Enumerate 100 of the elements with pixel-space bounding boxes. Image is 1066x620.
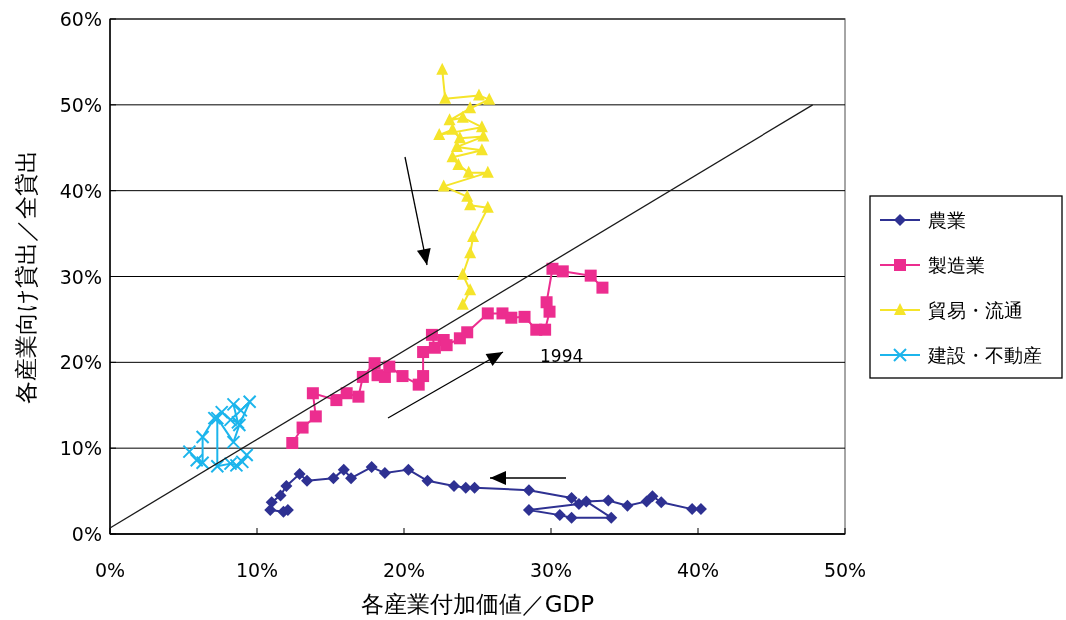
point [456, 297, 469, 310]
point [456, 110, 469, 123]
point [195, 430, 210, 445]
point [640, 495, 653, 508]
point [472, 88, 485, 101]
point [481, 165, 494, 178]
y-tick-label: 20% [59, 351, 102, 374]
point [280, 479, 293, 492]
point [223, 412, 238, 427]
point [461, 189, 474, 202]
point [505, 311, 518, 324]
point [378, 467, 391, 480]
y-tick-label: 40% [59, 179, 102, 202]
point [223, 456, 238, 471]
point [242, 394, 257, 409]
point [596, 281, 609, 294]
x-tick-label: 30% [529, 559, 573, 581]
point [345, 472, 358, 485]
point [572, 497, 585, 510]
point [565, 511, 578, 524]
point [464, 246, 477, 259]
point [621, 499, 634, 512]
point [239, 448, 254, 463]
point [214, 405, 229, 420]
point [293, 467, 306, 480]
point [522, 503, 535, 516]
legend-label: 製造業 [928, 254, 985, 276]
point [337, 463, 350, 476]
point [417, 346, 430, 359]
point [459, 481, 472, 494]
legend-label: 建設・不動産 [927, 344, 1042, 366]
x-tick-label: 20% [382, 559, 426, 581]
x-tick-label: 50% [823, 559, 867, 581]
point [330, 394, 343, 407]
y-tick-label: 10% [59, 437, 102, 460]
x-axis-title: 各産業付加価値／GDP [360, 591, 595, 617]
y-tick-label: 60% [59, 8, 102, 30]
point [235, 454, 250, 469]
point [274, 489, 287, 502]
point [402, 463, 415, 476]
point [540, 296, 553, 309]
point [475, 143, 488, 156]
point [452, 157, 465, 170]
point [433, 127, 446, 140]
point [365, 461, 378, 474]
point [440, 339, 453, 352]
point [226, 397, 241, 412]
legend-label: 農業 [928, 209, 966, 231]
point [475, 120, 488, 133]
point [565, 491, 578, 504]
point [462, 165, 475, 178]
x-tick-label: 40% [676, 559, 720, 581]
point [446, 150, 459, 163]
annotation: 1994 [540, 346, 584, 366]
y-tick-label: 0% [71, 523, 102, 545]
point [483, 92, 496, 105]
point [383, 360, 396, 373]
point [464, 101, 477, 114]
y-tick-label: 30% [59, 265, 102, 288]
point [421, 474, 434, 487]
y-axis-title: 各産業向け貸出／全貸出 [13, 149, 39, 404]
x-tick-label: 0% [94, 559, 126, 581]
point [439, 91, 452, 104]
point [539, 323, 552, 336]
point [195, 455, 210, 470]
point [417, 370, 430, 383]
point [553, 509, 566, 522]
point [309, 410, 322, 423]
point [481, 307, 494, 320]
point [443, 113, 456, 126]
point [300, 474, 313, 487]
point [605, 511, 618, 524]
point [602, 494, 615, 507]
point [556, 265, 569, 278]
point [447, 479, 460, 492]
x-tick-label: 10% [235, 559, 279, 581]
point [226, 435, 241, 450]
point [327, 472, 340, 485]
point [518, 310, 531, 323]
point [368, 357, 381, 370]
point [182, 444, 197, 459]
point [584, 269, 597, 282]
point [437, 179, 450, 192]
point [286, 437, 299, 450]
point [481, 200, 494, 213]
point [655, 496, 668, 509]
point [467, 230, 480, 243]
point [210, 459, 225, 474]
point [456, 267, 469, 280]
point [352, 390, 365, 403]
point [436, 62, 449, 75]
point [428, 341, 441, 354]
point [464, 283, 477, 296]
y-tick-label: 50% [59, 93, 102, 116]
point [296, 421, 309, 434]
point [522, 484, 535, 497]
point [396, 370, 409, 383]
point [461, 326, 474, 339]
point [229, 458, 244, 473]
point [340, 387, 353, 400]
